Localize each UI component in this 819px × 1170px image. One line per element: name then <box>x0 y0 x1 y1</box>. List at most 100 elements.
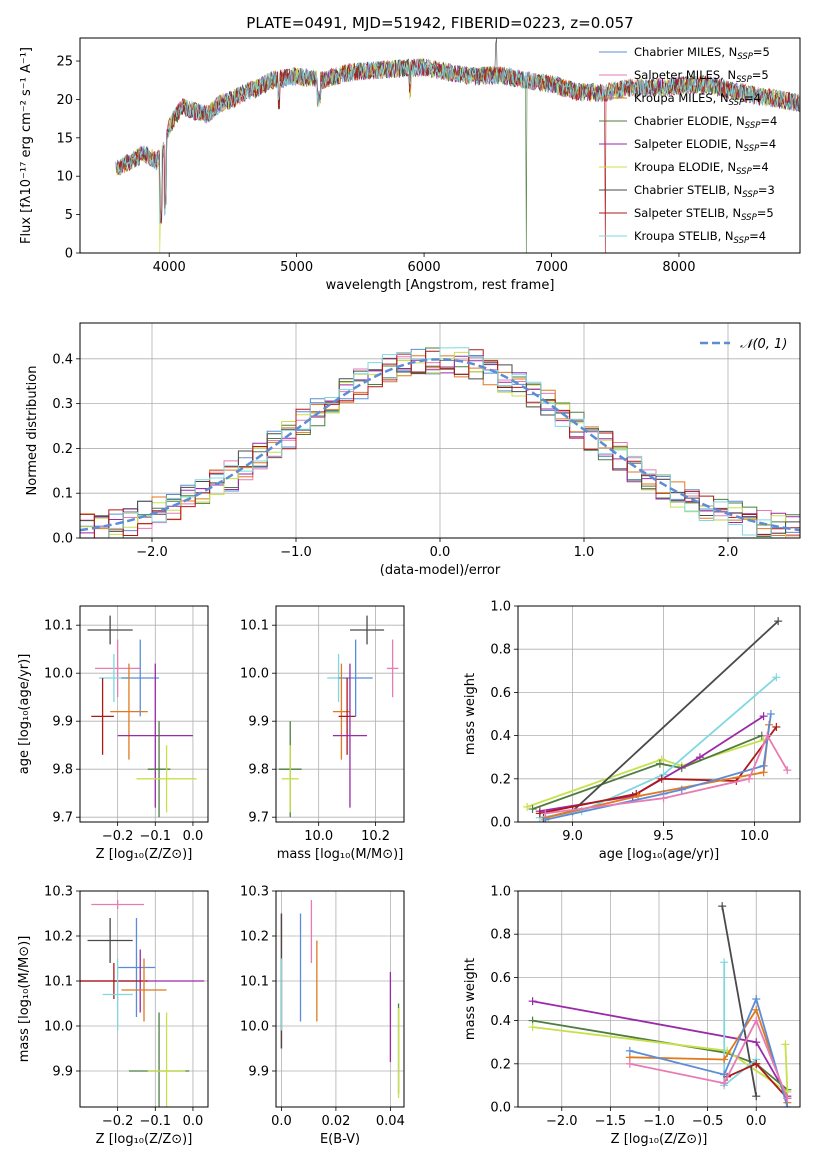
legend-label-main: Chabrier MILES, N <box>634 45 737 59</box>
ticks: −0.2 −0.1 0.0 9.7 9.8 9.9 10.0 10.1 <box>44 619 203 844</box>
error-bars <box>80 900 205 1107</box>
y-tick-label: 0.1 <box>52 487 73 502</box>
legend-label-tail: =3 <box>758 183 775 197</box>
y-tick-label: 10 <box>56 170 73 185</box>
legend-label-subscript: SSP <box>736 75 752 85</box>
y-tick-label: 10.0 <box>44 667 73 682</box>
legend-label: 𝒩(0, 1) <box>740 337 787 352</box>
ticks: −2.0 −1.5 −1.0 −0.5 0.0 0.0 0.2 0.4 0.6 0.8 1.0 <box>490 885 766 1130</box>
x-tick-label: 0.0 <box>430 545 451 560</box>
axes-frame <box>79 890 209 1108</box>
legend-label-subscript: SSP <box>745 121 761 131</box>
legend-label: Chabrier MILES, NSSP=5 <box>634 45 770 62</box>
ticks: −0.2 −0.1 0.0 9.9 10.0 10.1 10.2 10.3 <box>44 885 203 1130</box>
x-tick-label: −1.0 <box>280 545 312 560</box>
y-tick-label: 10.0 <box>240 667 269 682</box>
legend-label: Chabrier ELODIE, NSSP=4 <box>634 114 777 131</box>
legend-label-main: Kroupa MILES, N <box>634 91 729 105</box>
x-tick-label: 4000 <box>153 260 186 275</box>
grid-lines <box>276 606 404 822</box>
spectrum-lines <box>115 38 800 253</box>
y-tick-label: 0.4 <box>52 352 73 367</box>
x-axis-label: Z [log₁₀(Z/Z⊙)] <box>96 847 193 862</box>
legend-label-main: Kroupa ELODIE, N <box>634 160 736 174</box>
y-tick-label: 0.6 <box>490 971 511 986</box>
spectrum-series-line <box>117 60 800 224</box>
spectrum-series-line <box>117 59 800 253</box>
weight-series-line <box>532 1026 789 1094</box>
legend-label-main: Salpeter MILES, N <box>634 68 736 82</box>
y-tick-label: 10.1 <box>44 619 73 634</box>
x-axis-label: Z [log₁₀(Z/Z⊙)] <box>96 1132 193 1147</box>
axes-frame <box>517 605 801 823</box>
legend-label-tail: =5 <box>753 45 770 59</box>
residuals-panel: −2.0 −1.0 0.0 1.0 2.0 0.0 0.1 0.2 0.3 0.4 (data-mo… <box>25 322 801 578</box>
y-tick-label: 20 <box>56 93 73 108</box>
age-vs-mass-panel: 10.0 10.2 9.7 9.8 9.9 10.0 10.1 mass [log₁₀(M/M… <box>240 605 405 862</box>
ticks: 10.0 10.2 9.7 9.8 9.9 10.0 10.1 <box>240 619 390 844</box>
y-tick-label: 0.0 <box>490 1101 511 1116</box>
x-tick-label: 7000 <box>535 260 568 275</box>
x-tick-label: −0.1 <box>140 1114 172 1129</box>
y-axis-label: Flux [fλ10⁻¹⁷ erg cm⁻² s⁻¹ A⁻¹] <box>19 47 34 244</box>
y-tick-label: 10.1 <box>240 975 269 990</box>
legend-label-tail: =4 <box>749 229 766 243</box>
y-tick-label: 1.0 <box>490 885 511 900</box>
x-axis-label: E(B-V) <box>320 1132 360 1147</box>
ticks: −2.0 −1.0 0.0 1.0 2.0 0.0 0.1 0.2 0.3 0.4 <box>52 352 738 560</box>
y-tick-label: 10.1 <box>44 975 73 990</box>
y-tick-label: 9.9 <box>52 1065 73 1080</box>
legend-label: Salpeter MILES, NSSP=5 <box>634 68 769 85</box>
normal-distribution-curve <box>80 358 800 532</box>
y-tick-label: 9.8 <box>52 763 73 778</box>
weight-lines <box>523 617 792 822</box>
legend-label-tail: =4 <box>744 91 761 105</box>
y-tick-label: 5 <box>65 208 73 223</box>
y-tick-label: 10.0 <box>240 1020 269 1035</box>
x-tick-label: 10.2 <box>361 829 390 844</box>
y-tick-label: 1.0 <box>490 600 511 615</box>
y-tick-label: 0.3 <box>52 397 73 412</box>
y-tick-label: 0.8 <box>490 643 511 658</box>
x-tick-label: 0.0 <box>271 1114 292 1129</box>
x-tick-label: 9.5 <box>653 829 674 844</box>
y-axis-label: age [log₁₀(age/yr)] <box>17 654 32 775</box>
mass-vs-extinction-panel: 0.0 0.02 0.04 9.9 10.0 10.1 10.2 10.3 E(B-V) <box>240 885 405 1148</box>
legend-label: Kroupa ELODIE, NSSP=4 <box>634 160 769 177</box>
x-tick-label: 9.0 <box>562 829 583 844</box>
legend-label-tail: =4 <box>759 137 776 151</box>
weight-series-line <box>532 1019 788 1091</box>
ticks: 0.0 0.02 0.04 9.9 10.0 10.1 10.2 10.3 <box>240 885 405 1130</box>
legend-label: Kroupa MILES, NSSP=4 <box>634 91 761 108</box>
legend-label-subscript: SSP <box>736 167 752 177</box>
y-tick-label: 10.0 <box>44 1020 73 1035</box>
y-tick-label: 10.2 <box>44 930 73 945</box>
y-tick-label: 9.9 <box>52 715 73 730</box>
y-tick-label: 15 <box>56 131 73 146</box>
x-tick-label: 0.04 <box>376 1114 405 1129</box>
legend-label-main: Chabrier ELODIE, N <box>634 114 745 128</box>
legend-label: Kroupa STELIB, NSSP=4 <box>634 229 766 246</box>
x-tick-label: −0.2 <box>102 829 134 844</box>
weight-lines <box>528 902 792 1107</box>
histogram-series <box>80 349 800 538</box>
x-axis-label: wavelength [Angstrom, rest frame] <box>326 278 555 293</box>
x-tick-label: 0.0 <box>746 1114 767 1129</box>
legend-label-tail: =5 <box>752 68 769 82</box>
legend-label-subscript: SSP <box>734 236 750 246</box>
weight-vs-age-panel: 9.0 9.5 10.0 0.0 0.2 0.4 0.6 0.8 1.0 age [log₁₀(a… <box>463 600 801 862</box>
y-tick-label: 10.1 <box>240 619 269 634</box>
legend-label-main: Salpeter ELODIE, N <box>634 137 744 151</box>
x-tick-label: 5000 <box>280 260 313 275</box>
legend-label-main: Chabrier STELIB, N <box>634 183 742 197</box>
x-tick-label: 1.0 <box>574 545 595 560</box>
y-tick-label: 10.3 <box>240 885 269 900</box>
legend-label: Salpeter ELODIE, NSSP=4 <box>634 137 776 154</box>
spectrum-panel: 4000 5000 6000 7000 8000 0 5 10 15 20 25 wavelength… <box>19 37 801 293</box>
legend-label-subscript: SSP <box>744 144 760 154</box>
axes-frame <box>517 890 801 1108</box>
x-tick-label: −0.2 <box>102 1114 134 1129</box>
mass-vs-metallicity-panel: −0.2 −0.1 0.0 9.9 10.0 10.1 10.2 10.3 Z [log₁₀(Z… <box>17 885 209 1147</box>
